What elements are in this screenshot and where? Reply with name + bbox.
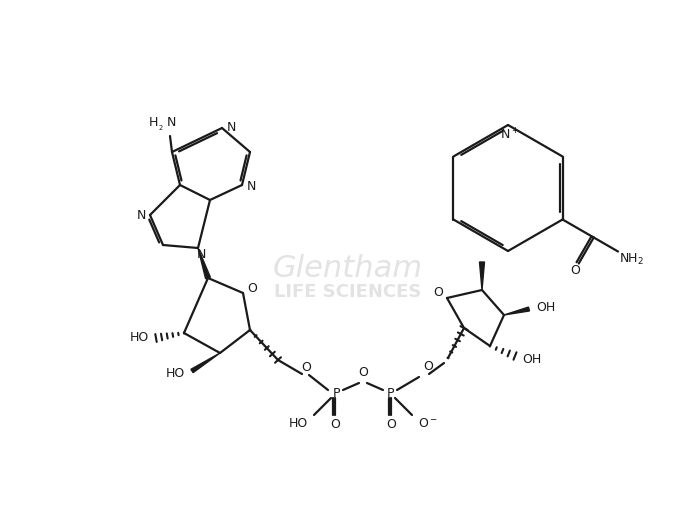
Text: NH$_2$: NH$_2$	[619, 252, 644, 267]
Text: N$^+$: N$^+$	[500, 127, 520, 142]
Text: N: N	[136, 209, 145, 222]
Polygon shape	[191, 353, 220, 373]
Text: O: O	[358, 366, 368, 379]
Text: O$^-$: O$^-$	[418, 417, 438, 430]
Text: H: H	[148, 115, 158, 128]
Text: $_2$: $_2$	[158, 123, 164, 133]
Text: O: O	[330, 418, 340, 431]
Text: O: O	[423, 359, 433, 372]
Text: P: P	[332, 386, 340, 399]
Text: O: O	[570, 264, 580, 277]
Text: Glentham: Glentham	[273, 254, 423, 282]
Text: N: N	[166, 115, 175, 128]
Text: O: O	[433, 285, 443, 298]
Text: O: O	[386, 418, 396, 431]
Polygon shape	[504, 307, 530, 315]
Text: O: O	[301, 360, 311, 373]
Text: N: N	[196, 248, 206, 261]
Text: OH: OH	[537, 301, 555, 314]
Text: OH: OH	[523, 353, 541, 366]
Polygon shape	[480, 262, 484, 290]
Text: HO: HO	[166, 367, 184, 380]
Text: N: N	[226, 121, 236, 134]
Text: N: N	[246, 179, 255, 192]
Text: LIFE SCIENCES: LIFE SCIENCES	[274, 283, 422, 301]
Polygon shape	[198, 248, 210, 279]
Text: O: O	[247, 281, 257, 294]
Text: P: P	[386, 386, 394, 399]
Text: HO: HO	[288, 417, 308, 430]
Text: HO: HO	[129, 331, 149, 344]
